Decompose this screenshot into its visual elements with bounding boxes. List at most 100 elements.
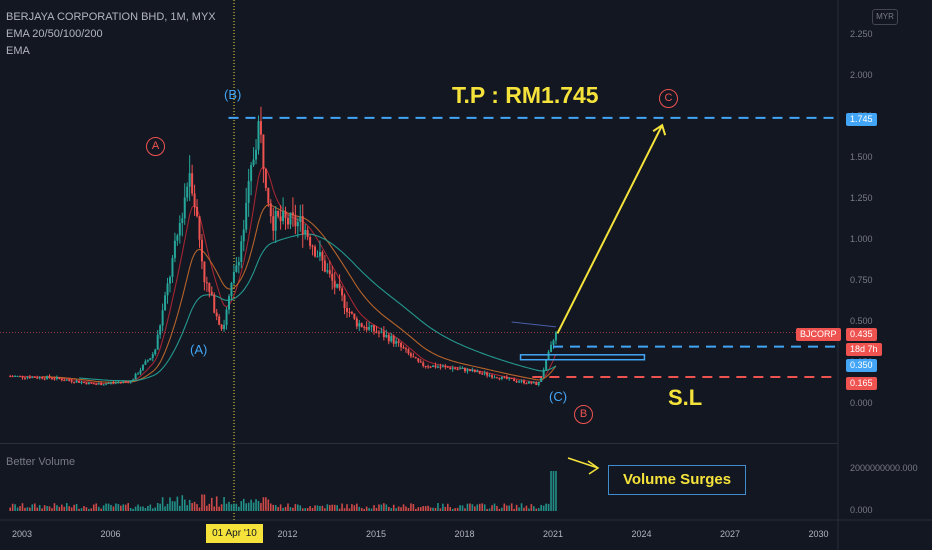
candle <box>451 365 454 372</box>
volume-bar <box>282 507 284 511</box>
volume-bar <box>434 507 437 511</box>
volume-bar <box>279 504 282 511</box>
candle <box>75 379 78 383</box>
volume-bar <box>309 506 311 511</box>
candle <box>387 333 390 345</box>
candle <box>385 329 388 339</box>
candle <box>545 359 548 372</box>
volume-bar <box>552 471 555 511</box>
candle <box>368 321 371 332</box>
volume-bar <box>181 495 184 511</box>
candle <box>127 380 130 384</box>
volume-bar <box>535 508 538 511</box>
volume-bar <box>213 506 216 511</box>
candle <box>380 327 383 334</box>
candle <box>205 276 208 292</box>
currency-button[interactable]: MYR <box>872 9 898 25</box>
candle <box>282 197 285 225</box>
price-label: 1.745 <box>846 113 877 126</box>
candle <box>434 362 437 369</box>
volume-bar <box>230 504 233 511</box>
candle <box>80 380 83 385</box>
candle <box>156 329 159 350</box>
price-label: 0.350 <box>846 359 877 372</box>
price-tick: 0.750 <box>850 275 873 285</box>
candle <box>11 375 14 378</box>
candle <box>397 338 400 347</box>
volume-bar <box>498 508 501 511</box>
entry-zone-box[interactable] <box>519 354 646 361</box>
candle <box>527 380 530 384</box>
volume-bar <box>505 505 508 511</box>
volume-bar <box>385 504 388 511</box>
volume-bar <box>58 506 61 511</box>
volume-bar <box>542 505 545 511</box>
crosshair-date-tag: 01 Apr '10 <box>206 524 263 543</box>
volume-bar <box>139 506 142 511</box>
candle <box>503 375 506 379</box>
candle <box>286 214 289 229</box>
volume-bar <box>198 507 201 511</box>
volume-bar <box>63 506 66 511</box>
candle <box>407 348 410 356</box>
candle <box>55 375 58 381</box>
target-annotation: T.P : RM1.745 <box>452 82 599 108</box>
ema-indicator-label-2[interactable]: EMA <box>6 45 30 57</box>
volume-bar <box>316 505 319 511</box>
volume-bar <box>88 508 90 511</box>
volume-bar <box>24 507 26 511</box>
candle <box>146 359 149 363</box>
candle <box>525 382 528 385</box>
candle <box>301 204 304 248</box>
volume-bar <box>97 506 100 511</box>
candle <box>522 379 525 385</box>
volume-bar <box>380 504 383 511</box>
candle <box>331 266 334 290</box>
volume-arrow[interactable] <box>567 457 599 469</box>
volume-bar <box>547 503 550 511</box>
candle <box>38 376 41 380</box>
candle <box>173 232 176 263</box>
candle <box>476 369 479 373</box>
volume-bar <box>533 506 535 511</box>
price-tick: 2.000 <box>850 70 873 80</box>
volume-bar <box>129 507 132 511</box>
volume-bar <box>437 503 439 511</box>
volume-bar <box>518 507 520 511</box>
volume-bar <box>387 506 390 511</box>
volume-bar <box>331 504 334 511</box>
volume-bar <box>493 503 496 511</box>
candle <box>518 379 521 384</box>
candle <box>255 139 258 165</box>
wave-label: (C) <box>549 389 568 404</box>
candle <box>43 377 46 381</box>
candle <box>213 292 216 314</box>
volume-bar <box>120 505 122 511</box>
volume-bar <box>469 503 471 511</box>
volume-bar <box>257 500 260 511</box>
volume-bar <box>11 503 14 511</box>
volume-bar <box>274 505 277 511</box>
projection-arrow[interactable] <box>556 124 664 334</box>
volume-bar <box>14 504 16 511</box>
candle <box>262 134 265 183</box>
volume-bar <box>343 508 346 511</box>
candle <box>9 374 12 378</box>
volume-bar <box>142 506 144 511</box>
candle <box>495 376 498 379</box>
volume-bar <box>102 505 105 511</box>
volume-tick: 2000000000.000 <box>850 463 918 473</box>
candle <box>353 313 356 320</box>
volume-bar <box>147 505 149 511</box>
volume-bar <box>306 508 309 511</box>
volume-bar <box>171 501 174 511</box>
volume-bar <box>314 505 316 511</box>
candle <box>193 184 196 216</box>
volume-bar <box>137 504 139 511</box>
volume-bar <box>100 508 102 511</box>
volume-bar <box>19 506 21 511</box>
ema-indicator-label[interactable]: EMA 20/50/100/200 <box>6 28 103 40</box>
volume-bar <box>122 504 125 511</box>
volume-indicator-label[interactable]: Better Volume <box>6 456 76 468</box>
candle <box>16 375 19 378</box>
